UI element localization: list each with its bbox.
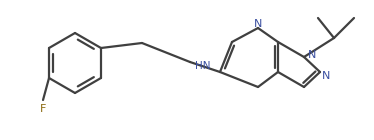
Text: N: N — [254, 19, 262, 29]
Text: N: N — [322, 71, 330, 81]
Text: HN: HN — [195, 61, 211, 71]
Text: F: F — [40, 104, 46, 114]
Text: N: N — [308, 50, 316, 60]
